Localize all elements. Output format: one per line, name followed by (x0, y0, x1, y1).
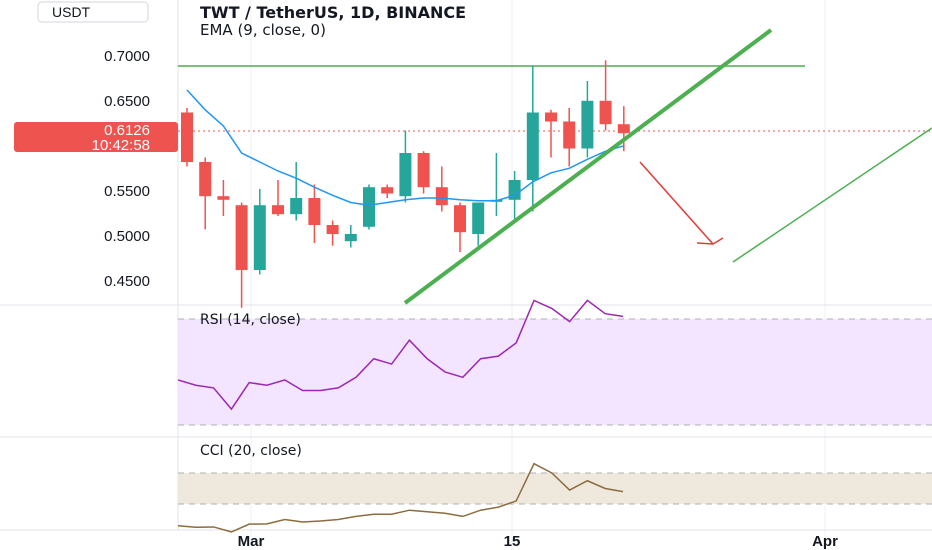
last-price-badge: 0.6126 10:42:58 (14, 122, 178, 154)
price-tick: 0.5000 (104, 228, 150, 245)
candle-body-down (563, 121, 576, 149)
candle-body-up (399, 153, 412, 197)
candle-body-down (199, 162, 212, 197)
candle-body-down (235, 205, 248, 270)
ema-line (186, 89, 625, 206)
symbol-title: TWT / TetherUS, 1D, BINANCE (200, 3, 466, 22)
candle-body-down (545, 112, 557, 122)
price-tick: 0.7000 (104, 48, 150, 65)
candle-body-down (381, 187, 394, 194)
projection-trendline[interactable] (732, 127, 932, 263)
candle-body-down (417, 153, 430, 188)
price-axis: 0.7000 0.6500 0.5500 0.5000 0.4500 (104, 48, 150, 290)
candle-body-down (181, 112, 193, 162)
rsi-label: RSI (14, close) (200, 312, 301, 328)
currency-label: USDT (52, 4, 91, 20)
cci-line (177, 462, 624, 533)
last-price-value: 0.6126 (104, 122, 150, 139)
candle-body-up (581, 100, 594, 149)
candle-body-down (272, 205, 284, 215)
currency-box[interactable] (37, 1, 149, 23)
rsi-band (178, 319, 932, 425)
rsi-line (177, 299, 624, 411)
last-price-badge-bg (14, 122, 178, 152)
candles-group (181, 60, 630, 308)
candle-body-up (344, 234, 357, 242)
date-tick: Mar (238, 533, 265, 550)
candle-body-down (599, 100, 612, 125)
ema-label: EMA (9, close, 0) (200, 21, 326, 39)
candle-body-down (308, 198, 321, 225)
candle-body-up (472, 202, 485, 234)
candle-body-up (508, 180, 521, 200)
candle-body-down (435, 187, 448, 206)
candle-body-down (326, 225, 339, 234)
candle-body-down (217, 196, 230, 200)
candle-body-down (454, 205, 466, 233)
candle-body-up (253, 205, 266, 270)
candle-body-down (617, 124, 630, 134)
date-tick: Apr (812, 533, 838, 550)
countdown-timer: 10:42:58 (92, 137, 150, 154)
price-tick: 0.4500 (104, 273, 150, 290)
cci-band (178, 473, 932, 504)
candle-body-up (526, 112, 539, 180)
time-axis: Mar 15 Apr (238, 533, 838, 550)
currency-selector[interactable]: USDT (37, 1, 149, 23)
candle-body-up (290, 198, 303, 215)
down-arrow-head (696, 237, 724, 245)
cci-label: CCI (20, close) (200, 443, 302, 459)
price-tick: 0.5500 (104, 183, 150, 200)
candle-body-up (363, 187, 375, 227)
price-tick: 0.6500 (104, 93, 150, 110)
down-arrow[interactable] (639, 161, 714, 245)
ascending-trendline[interactable] (403, 28, 773, 305)
date-tick: 15 (504, 533, 521, 550)
